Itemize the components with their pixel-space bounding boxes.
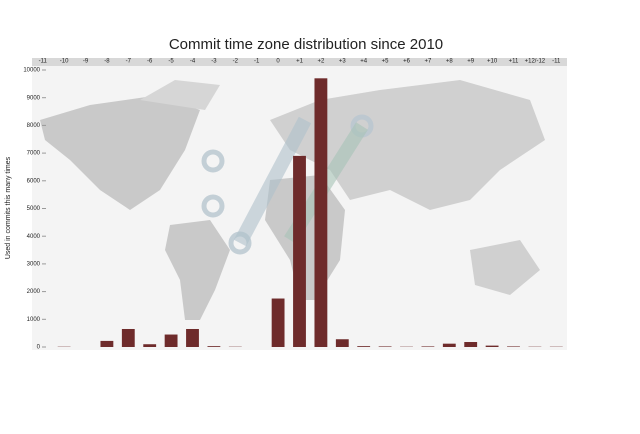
x-tick-label: -2 <box>233 59 239 65</box>
x-tick-label: +11 <box>509 59 519 65</box>
bar <box>314 78 327 347</box>
x-tick-label: -1 <box>254 59 260 65</box>
x-tick-label: -8 <box>104 59 110 65</box>
bar <box>100 341 113 347</box>
x-tick-label: +12/-12 <box>525 59 546 65</box>
x-tick-label: -11 <box>39 59 48 65</box>
x-tick-label: -11 <box>552 59 561 65</box>
x-tick-label: +8 <box>446 59 454 65</box>
x-tick-label: +4 <box>360 59 368 65</box>
bar <box>486 346 499 347</box>
x-tick-label: -6 <box>147 59 153 65</box>
bar <box>443 344 456 347</box>
x-tick-label: -5 <box>168 59 174 65</box>
bar <box>379 346 392 347</box>
y-axis-label: Used in commits this many times <box>5 156 12 259</box>
x-tick-label: +1 <box>296 59 304 65</box>
bar <box>272 299 285 347</box>
bar <box>464 342 477 347</box>
bar <box>143 344 156 347</box>
x-tick-label: -10 <box>60 59 69 65</box>
y-tick-label: 9000 <box>27 95 41 101</box>
bar <box>186 329 199 347</box>
y-tick-label: 1000 <box>27 317 41 323</box>
x-tick-label: -7 <box>126 59 132 65</box>
y-tick-label: 2000 <box>27 289 41 295</box>
chart-title: Commit time zone distribution since 2010 <box>169 36 443 53</box>
y-tick-label: 3000 <box>27 261 41 267</box>
bar <box>357 346 370 347</box>
y-tick-label: 7000 <box>27 151 41 157</box>
bar <box>336 339 349 347</box>
x-tick-label: +5 <box>382 59 390 65</box>
x-tick-label: +7 <box>424 59 432 65</box>
y-tick-label: 8000 <box>27 123 41 129</box>
y-tick-label: 5000 <box>27 206 41 212</box>
y-tick-label: 6000 <box>27 178 41 184</box>
x-tick-label: +3 <box>339 59 347 65</box>
x-tick-label: +2 <box>317 59 325 65</box>
bar <box>421 346 434 347</box>
bar <box>507 346 520 347</box>
x-tick-label: +6 <box>403 59 411 65</box>
x-tick-label: -9 <box>83 59 89 65</box>
x-tick-label: +10 <box>487 59 498 65</box>
bar <box>122 329 135 347</box>
bar <box>207 346 220 347</box>
x-tick-label: +9 <box>467 59 475 65</box>
y-tick-label: 10000 <box>23 68 40 74</box>
bar <box>165 335 178 347</box>
bar <box>293 156 306 347</box>
x-tick-label: -3 <box>211 59 217 65</box>
y-tick-label: 4000 <box>27 234 41 240</box>
x-tick-label: -4 <box>190 59 196 65</box>
